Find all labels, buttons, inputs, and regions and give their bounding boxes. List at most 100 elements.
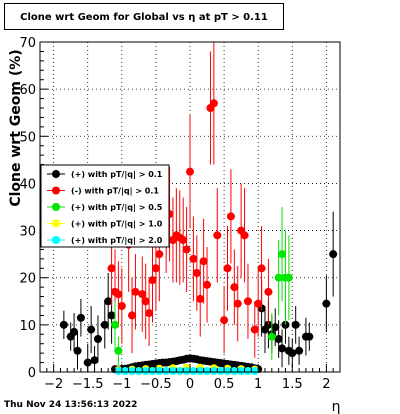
data-point xyxy=(155,367,164,376)
data-point xyxy=(131,287,140,296)
data-point xyxy=(179,236,188,244)
data-point xyxy=(128,367,137,376)
data-point xyxy=(203,367,212,376)
data-point xyxy=(329,250,338,259)
data-point xyxy=(128,311,137,320)
data-point xyxy=(189,367,198,376)
data-point xyxy=(209,99,218,108)
data-point xyxy=(209,367,218,376)
data-point xyxy=(250,367,259,376)
legend-marker xyxy=(52,236,60,244)
data-point xyxy=(196,367,205,376)
data-point xyxy=(243,297,252,306)
data-point xyxy=(192,269,201,277)
y-tick-label: 40 xyxy=(19,177,36,192)
data-point xyxy=(138,290,147,299)
data-point xyxy=(240,231,249,240)
data-point xyxy=(278,344,287,353)
y-tick-label: 10 xyxy=(19,319,36,334)
y-tick-label: 60 xyxy=(19,83,36,98)
data-point xyxy=(305,332,314,341)
chart-title: Clone wrt Geom for Global vs η at pT > 0… xyxy=(4,3,284,30)
x-tick-label: 2 xyxy=(322,377,330,392)
data-point xyxy=(114,367,123,376)
data-point xyxy=(274,273,283,282)
y-tick-label: 20 xyxy=(19,272,36,287)
data-point xyxy=(90,356,99,365)
data-point xyxy=(182,245,191,254)
data-point xyxy=(295,346,304,355)
data-point xyxy=(254,299,263,308)
data-point xyxy=(155,250,164,259)
data-point xyxy=(230,283,239,292)
data-point xyxy=(141,297,150,306)
data-point xyxy=(87,325,96,334)
data-point xyxy=(257,264,266,273)
series-2 xyxy=(111,207,293,365)
data-point xyxy=(141,367,150,376)
data-point xyxy=(291,320,300,329)
data-point xyxy=(223,367,232,376)
data-point xyxy=(83,358,92,367)
data-point xyxy=(237,367,246,376)
data-point xyxy=(223,264,232,273)
y-tick-label: 30 xyxy=(19,225,36,240)
data-point xyxy=(59,320,68,329)
data-point xyxy=(70,327,79,336)
data-point xyxy=(196,294,205,303)
data-point xyxy=(168,367,177,376)
y-tick-label: 70 xyxy=(19,36,36,51)
data-point xyxy=(199,257,208,266)
data-point xyxy=(220,316,229,325)
data-point xyxy=(76,313,85,322)
x-tick-label: 0 xyxy=(186,377,194,392)
y-axis-label: Clone wrt Geom (%) xyxy=(8,49,24,206)
data-point xyxy=(203,280,212,289)
data-point xyxy=(284,273,293,282)
data-point xyxy=(288,349,297,358)
data-point xyxy=(114,290,123,299)
legend-label: (-) with pT/|q| > 0.1 xyxy=(71,187,159,196)
legend-marker xyxy=(52,170,60,178)
data-point xyxy=(226,212,235,221)
x-tick-label: −2 xyxy=(44,377,63,392)
data-point xyxy=(73,346,82,355)
data-point xyxy=(111,320,119,329)
data-point xyxy=(267,332,276,341)
data-point xyxy=(134,367,143,376)
x-tick-label: −1.5 xyxy=(72,377,104,392)
data-point xyxy=(151,264,160,273)
data-point xyxy=(148,276,157,285)
legend: (+) with pT/|q| > 0.1 (-) with pT/|q| > 0… xyxy=(40,164,170,248)
timestamp-footer: Thu Nov 24 13:56:13 2022 xyxy=(4,400,138,410)
data-point xyxy=(117,302,126,310)
data-point xyxy=(189,254,198,263)
data-point xyxy=(243,367,252,376)
x-tick-label: −1 xyxy=(112,377,131,392)
data-point xyxy=(271,323,280,332)
x-axis-label: η xyxy=(332,399,341,414)
data-point xyxy=(230,367,239,376)
data-point xyxy=(93,335,102,343)
x-tick-label: −0.5 xyxy=(140,377,172,392)
legend-label: (+) with pT/|q| > 0.5 xyxy=(71,203,163,212)
legend-marker xyxy=(52,203,60,211)
series-4 xyxy=(114,367,259,376)
x-tick-label: 1.5 xyxy=(282,377,303,392)
data-point xyxy=(322,299,331,308)
data-point xyxy=(264,287,273,296)
data-point xyxy=(233,299,242,308)
legend-label: (+) with pT/|q| > 0.1 xyxy=(71,170,163,179)
data-point xyxy=(148,367,157,376)
data-point xyxy=(274,335,283,343)
legend-marker xyxy=(52,219,60,228)
legend-label: (+) with pT/|q| > 2.0 xyxy=(71,236,163,245)
x-tick-label: 1 xyxy=(254,377,262,392)
data-point xyxy=(121,367,130,376)
data-point xyxy=(213,231,222,240)
data-point xyxy=(104,297,113,306)
y-tick-label: 0 xyxy=(28,366,36,381)
data-point xyxy=(114,346,123,355)
